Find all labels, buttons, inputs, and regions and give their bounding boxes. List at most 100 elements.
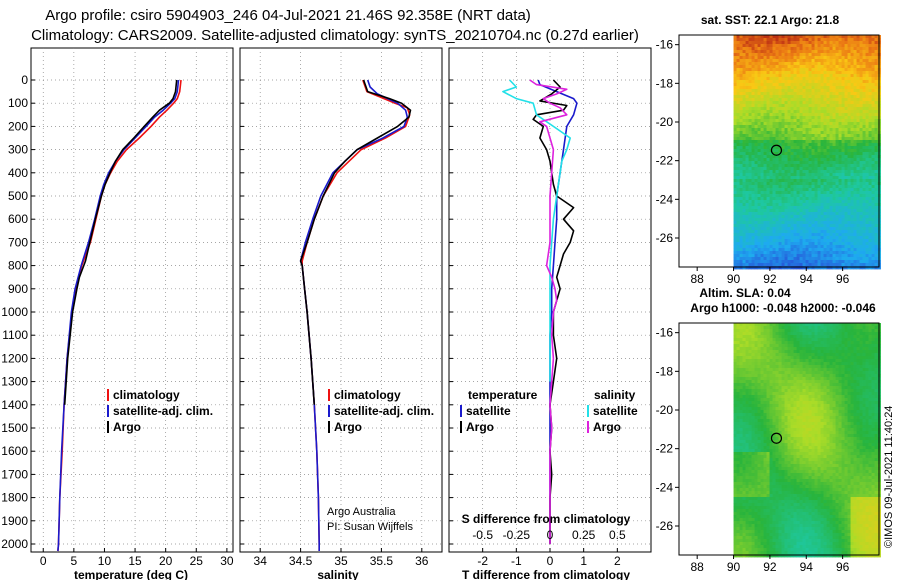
map-cell xyxy=(763,260,767,264)
map-cell xyxy=(769,356,773,360)
map-cell xyxy=(868,215,872,219)
map-cell xyxy=(739,92,743,96)
map-cell xyxy=(790,38,794,42)
map-cell xyxy=(826,71,830,75)
map-cell xyxy=(850,143,854,147)
map-cell xyxy=(820,92,824,96)
map-cell xyxy=(829,143,833,147)
map-cell xyxy=(799,92,803,96)
map-cell xyxy=(781,179,785,183)
map-cell xyxy=(859,197,863,201)
map-cell xyxy=(775,371,779,375)
map-cell xyxy=(802,212,806,216)
map-cell xyxy=(802,182,806,186)
map-cell xyxy=(805,362,809,366)
sst-map: 88 90 92 94 96-16-18-20-22-24-26 xyxy=(656,34,881,286)
map-cell xyxy=(739,341,743,345)
map-cell xyxy=(856,143,860,147)
map-cell xyxy=(769,266,773,270)
map-cell xyxy=(769,98,773,102)
map-cell xyxy=(751,35,755,39)
map-cell xyxy=(808,167,812,171)
map-cell xyxy=(757,233,761,237)
map-cell xyxy=(769,374,773,378)
map-cell xyxy=(772,164,776,168)
map-cell xyxy=(790,134,794,138)
map-cell xyxy=(802,326,806,330)
map-cell xyxy=(835,236,839,240)
map-cell xyxy=(778,218,782,222)
map-cell xyxy=(823,233,827,237)
map-cell xyxy=(844,158,848,162)
map-cell xyxy=(823,338,827,342)
map-cell xyxy=(808,344,812,348)
map-cell xyxy=(796,251,800,255)
map-cell xyxy=(751,341,755,345)
map-cell xyxy=(742,242,746,246)
map-cell xyxy=(745,62,749,66)
map-cell xyxy=(805,119,809,123)
map-cell xyxy=(811,206,815,210)
map-cell xyxy=(814,122,818,126)
map-cell xyxy=(772,362,776,366)
map-cell xyxy=(853,338,857,342)
map-cell xyxy=(799,359,803,363)
map-cell xyxy=(790,233,794,237)
map-cell xyxy=(814,80,818,84)
map-cell xyxy=(832,341,836,345)
map-cell xyxy=(787,86,791,90)
map-cell xyxy=(802,347,806,351)
map-cell xyxy=(826,221,830,225)
depth-tick-label: 1900 xyxy=(1,514,28,528)
map-cell xyxy=(793,53,797,57)
map-cell xyxy=(826,149,830,153)
map-cell xyxy=(763,35,767,39)
map-cell xyxy=(820,344,824,348)
map-cell xyxy=(787,47,791,51)
map-cell xyxy=(778,47,782,51)
map-cell xyxy=(733,254,737,258)
map-cell xyxy=(850,347,854,351)
map-cell xyxy=(811,200,815,204)
map-cell xyxy=(832,107,836,111)
depth-tick-label: 1100 xyxy=(2,328,28,342)
map-cell xyxy=(832,251,836,255)
map-cell xyxy=(850,131,854,135)
map-cell xyxy=(853,242,857,246)
map-cell xyxy=(832,245,836,249)
map-cell xyxy=(745,140,749,144)
map-cell xyxy=(826,341,830,345)
map-cell xyxy=(832,197,836,201)
map-cell xyxy=(859,86,863,90)
map-cell xyxy=(745,263,749,267)
map-cell xyxy=(811,110,815,114)
map-cell xyxy=(865,335,869,339)
map-cell xyxy=(757,134,761,138)
map-cell xyxy=(850,98,854,102)
map-cell xyxy=(838,176,842,180)
map-cell xyxy=(745,209,749,213)
map-cell xyxy=(820,110,824,114)
map-cell xyxy=(820,242,824,246)
map-cell xyxy=(742,119,746,123)
map-cell xyxy=(793,44,797,48)
map-cell xyxy=(829,164,833,168)
map-cell xyxy=(799,176,803,180)
map-cell xyxy=(844,344,848,348)
map-cell xyxy=(739,323,743,327)
map-cell xyxy=(865,215,869,219)
map-cell xyxy=(769,50,773,54)
map-cell xyxy=(802,95,806,99)
map-cell xyxy=(820,182,824,186)
map-cell xyxy=(781,233,785,237)
map-cell xyxy=(736,203,740,207)
map-cell xyxy=(820,74,824,78)
map-cell xyxy=(769,131,773,135)
map-cell xyxy=(787,44,791,48)
map-cell xyxy=(838,329,842,333)
map-cell xyxy=(853,350,857,354)
map-cell xyxy=(865,161,869,165)
map-cell xyxy=(754,47,758,51)
map-cell xyxy=(790,173,794,177)
map-cell xyxy=(850,59,854,63)
